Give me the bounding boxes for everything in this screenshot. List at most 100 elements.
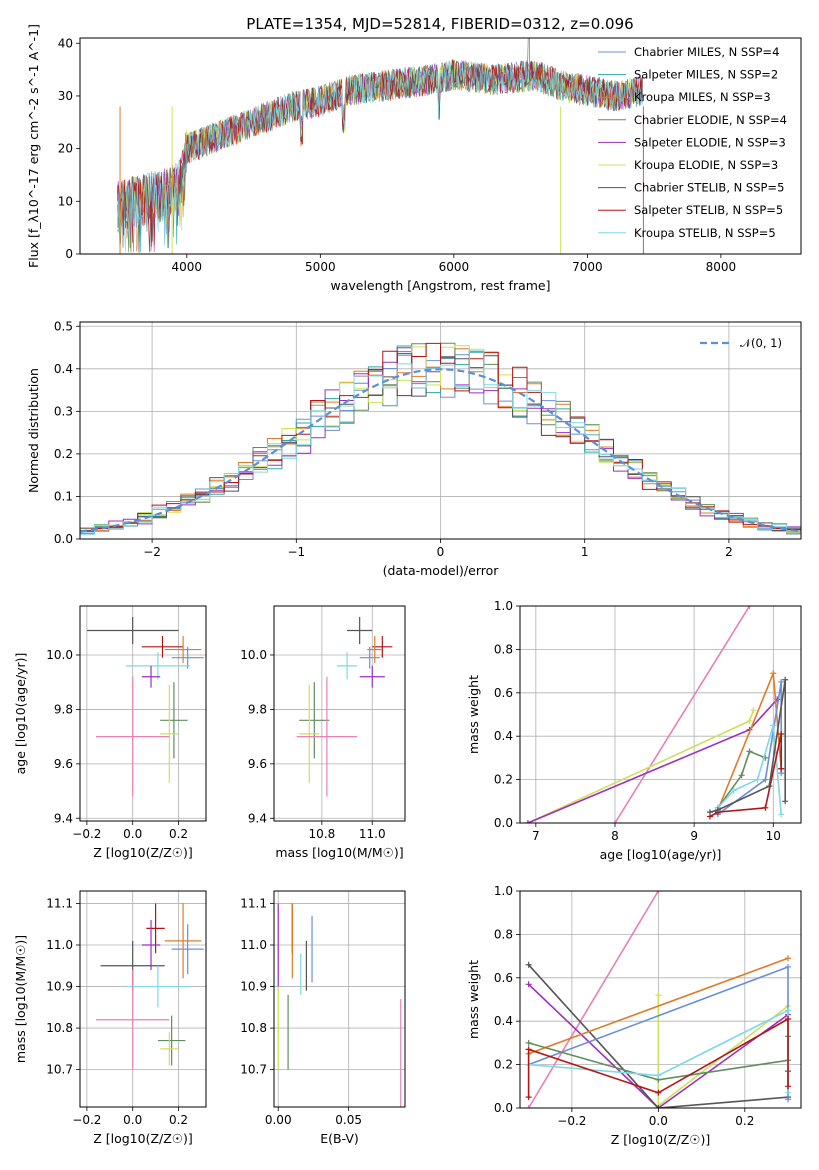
- y-tick-label: 20: [58, 142, 73, 156]
- y-tick-label: 0.4: [54, 362, 73, 376]
- series-marker: [746, 718, 753, 725]
- series-marker: [778, 765, 785, 772]
- legend-entry: Chabrier ELODIE, N SSP=4: [634, 113, 787, 127]
- x-tick-label: −0.2: [557, 1114, 586, 1128]
- series-line-pink: [614, 606, 751, 823]
- x-tick-label: 9: [690, 829, 698, 843]
- legend-entry: Kroupa STELIB, N SSP=5: [634, 226, 776, 240]
- y-tick-label: 10.9: [46, 980, 73, 994]
- series-marker: [655, 1105, 662, 1108]
- y-axis-label: Normed distribution: [26, 368, 41, 493]
- y-tick-label: 10: [58, 194, 73, 208]
- y-tick-label: 11.1: [46, 896, 73, 910]
- series-marker: [655, 891, 662, 894]
- x-tick-label: 0: [437, 545, 445, 559]
- spectrum-panel: 4000 5000 6000 7000 8000 0 10 20 30 40 wavelength …: [26, 24, 802, 293]
- y-tick-label: 0.4: [494, 729, 513, 743]
- plot-area: [86, 616, 204, 797]
- x-tick-label: 11.0: [359, 827, 386, 841]
- y-tick-label: 10.8: [240, 1021, 267, 1035]
- y-tick-label: 30: [58, 89, 73, 103]
- y-tick-label: 10.7: [46, 1063, 73, 1077]
- spectrum-line-kroupa_stelib: [117, 60, 644, 253]
- y-tick-label: 0.4: [494, 1014, 513, 1028]
- mass-vs-z-panel: −0.2 0.0 0.2 10.7 10.8 10.9 11.0 11.1 Z [log10(Z…: [13, 890, 207, 1146]
- x-axis-label: wavelength [Angstrom, rest frame]: [330, 278, 550, 293]
- axes-frame: [273, 605, 406, 822]
- y-tick-label: 1.0: [494, 599, 513, 613]
- y-tick-label: 9.8: [248, 702, 267, 716]
- series-marker: [611, 820, 618, 823]
- series-line-chabrier_elodie: [717, 750, 766, 809]
- mass-vs-ebv-panel: 0.00 0.05 10.7 10.8 10.9 11.0 11.1 E(B-V): [240, 890, 406, 1146]
- axes-frame: [273, 890, 406, 1108]
- axes-frame: [519, 605, 802, 824]
- y-tick-label: 11.1: [240, 896, 267, 910]
- y-tick-label: 10.9: [240, 980, 267, 994]
- series-marker: [754, 776, 761, 783]
- x-axis-label: Z [log10(Z/Z☉)]: [93, 845, 193, 860]
- plot-area: [96, 903, 204, 1070]
- x-tick-label: −0.2: [72, 1113, 101, 1127]
- series-marker: [730, 787, 737, 794]
- x-tick-label: 1: [581, 545, 589, 559]
- series-marker: [785, 1016, 792, 1023]
- series-marker: [525, 1039, 532, 1046]
- y-tick-label: 0: [65, 247, 73, 261]
- y-tick-label: 0.2: [494, 1058, 513, 1072]
- legend-entry: Chabrier MILES, N SSP=4: [634, 45, 779, 59]
- y-tick-label: 9.6: [248, 757, 267, 771]
- y-tick-label: 9.8: [54, 702, 73, 716]
- series-line-kroupa_elodie: [657, 995, 789, 1108]
- x-tick-label: 0.2: [735, 1114, 754, 1128]
- series-marker: [525, 961, 532, 968]
- age-vs-mass-panel: 10.8 11.0 9.4 9.6 9.8 10.0 mass [log10(M/M☉)]: [240, 605, 406, 860]
- series-marker: [766, 783, 773, 790]
- x-axis-label: age [log10(age/yr)]: [600, 847, 722, 862]
- y-tick-label: 0.6: [494, 686, 513, 700]
- y-tick-label: 0.2: [494, 773, 513, 787]
- series-marker: [655, 1072, 662, 1079]
- y-tick-label: 11.0: [46, 938, 73, 952]
- y-tick-label: 0.0: [494, 1101, 513, 1115]
- axes-frame: [79, 605, 207, 822]
- series-line-salpeter_elodie: [528, 983, 789, 1108]
- plot-area: [117, 38, 644, 254]
- y-axis-label: mass [log10(M/M☉)]: [13, 935, 28, 1063]
- y-tick-label: 0.2: [54, 447, 73, 461]
- axes-frame: [79, 37, 802, 255]
- x-tick-label: −0.2: [72, 827, 101, 841]
- x-tick-label: 6000: [439, 260, 470, 274]
- series-marker: [778, 811, 785, 818]
- plot-area: [277, 903, 402, 1107]
- y-axis-label: age [log10(age/yr)]: [13, 653, 28, 775]
- y-tick-label: 10.0: [46, 648, 73, 662]
- x-tick-label: 0.0: [123, 1113, 142, 1127]
- x-axis-label: E(B-V): [320, 1131, 359, 1146]
- series-marker: [706, 809, 713, 816]
- x-tick-label: 10: [766, 829, 781, 843]
- series-marker: [714, 806, 721, 813]
- legend-entry: Kroupa MILES, N SSP=3: [634, 90, 771, 104]
- y-axis-label: Flux [f_λ10^-17 erg cm^-2 s^-1 A^-1]: [26, 24, 41, 268]
- weight-vs-z-panel: −0.2 0.0 0.2 0.0 0.2 0.4 0.6 0.8 1.0 Z [log10(Z/Z…: [466, 884, 802, 1147]
- legend-normal: 𝒩(0, 1): [740, 336, 782, 350]
- series-marker: [770, 670, 777, 677]
- x-tick-label: 0.0: [123, 827, 142, 841]
- series-marker: [770, 722, 777, 729]
- y-tick-label: 1.0: [494, 884, 513, 898]
- y-axis-label: mass weight: [466, 960, 481, 1039]
- plot-area: [80, 342, 801, 538]
- x-tick-label: 2: [725, 545, 733, 559]
- legend-entry: Salpeter STELIB, N SSP=5: [634, 203, 783, 217]
- series-marker: [785, 1083, 792, 1090]
- histogram-panel: −2 −1 0 1 2 0.0 0.1 0.2 0.3 0.4 0.5 (data-model)/er…: [26, 319, 802, 578]
- series-marker: [785, 955, 792, 962]
- y-tick-label: 10.0: [240, 648, 267, 662]
- series-marker: [525, 1105, 532, 1108]
- y-tick-label: 40: [58, 36, 73, 50]
- x-tick-label: 7000: [572, 260, 603, 274]
- series-marker: [762, 804, 769, 811]
- series-marker: [655, 992, 662, 999]
